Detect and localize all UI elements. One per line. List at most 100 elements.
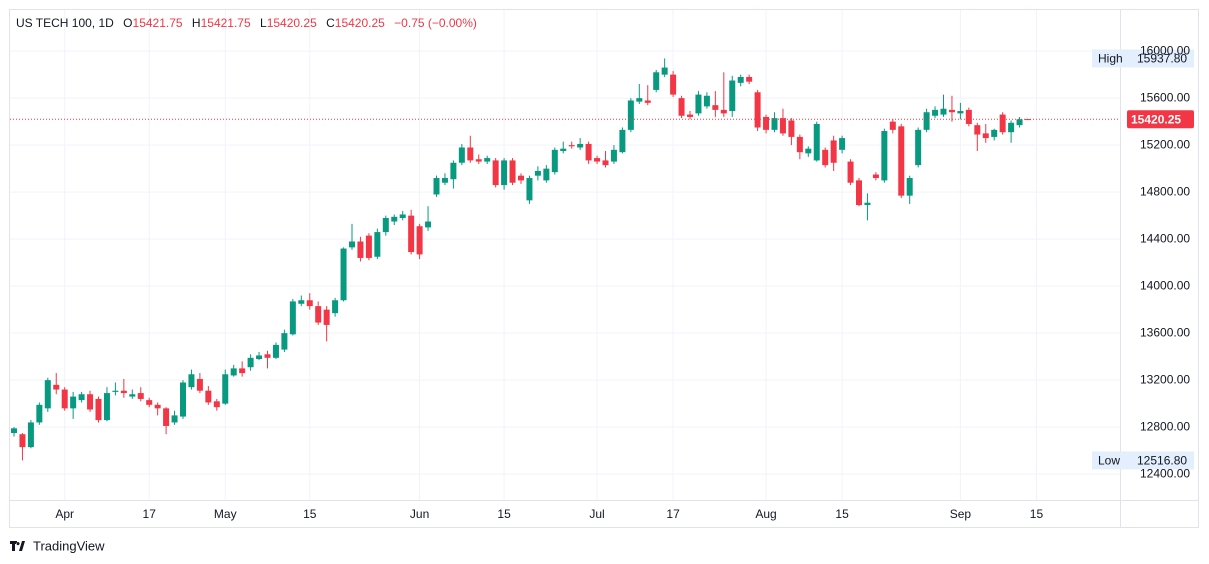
y-tick-label: 16000.00 [1140,43,1190,57]
candle-body [729,80,736,112]
candle-body [636,98,643,102]
x-tick-label: 15 [497,507,511,521]
y-tick-label: 15200.00 [1140,137,1190,151]
candle-body [518,175,524,181]
candle-body [475,159,482,162]
marker-tag [1092,451,1194,470]
x-tick-label: 15 [303,507,317,521]
y-tick-label: 14400.00 [1140,231,1190,245]
field-label: L [260,16,267,30]
candle-body [872,174,879,179]
candle-body [619,129,626,153]
candle-body [737,76,744,83]
overlay: 15420.25 High 15937.80 Low 12516.80 [10,49,1194,470]
candle-body [340,248,347,301]
x-tick-label: 17 [143,507,157,521]
symbol: US TECH 100, 1D [16,16,114,30]
candles [11,58,1031,461]
candle-body [163,408,170,426]
candle-body [610,149,617,162]
candle-body [19,434,26,448]
candle-body [856,180,862,206]
candle-body [923,112,930,130]
candle-body [720,109,727,114]
candle-body [425,221,432,228]
candle-body [180,382,186,417]
candle-body [982,133,989,139]
candle-body [70,396,77,409]
candle-body [95,398,102,421]
candle-body [915,129,922,166]
candle-body [678,98,685,116]
candle-body [779,118,786,134]
candle-body [230,368,237,376]
candle-body [213,401,220,408]
marker-name: High [1098,52,1123,66]
candle-body [560,148,567,152]
change: −0.75 (−0.00%) [394,16,477,30]
candle-body [289,301,296,335]
candle-body [467,147,474,161]
y-tick-label: 12400.00 [1140,466,1190,480]
candle-body [458,147,465,163]
candle-body [44,380,51,409]
field-value: 15421.75 [201,16,251,30]
last-price-tag [1127,110,1194,129]
candle-body [484,158,491,162]
candle-body [889,121,896,130]
candle-body [129,394,136,397]
candle-body [585,143,592,161]
candle-body [881,131,888,181]
field-label: C [326,16,335,30]
grid [10,10,1120,500]
y-tick-label: 14000.00 [1140,278,1190,292]
marker-value: 12516.80 [1137,454,1187,468]
candle-body [509,160,516,183]
field-value: 15420.25 [335,16,385,30]
x-tick-label: Jun [410,507,429,521]
candle-body [137,393,144,399]
candle-body [374,232,381,257]
candle-body [551,149,558,173]
candle-body [830,140,837,163]
candle-body [594,158,601,162]
candle-body [256,355,263,359]
candle-body [1016,119,1023,126]
x-tick-label: May [214,507,237,521]
x-tick-label: 15 [835,507,849,521]
x-tick-label: 15 [1030,507,1044,521]
candle-body [712,105,719,110]
candle-body [805,148,812,154]
candle-body [264,354,271,358]
candle-body [450,162,457,180]
candle-body [146,400,153,405]
candle-body [534,170,541,176]
candle-body [11,428,17,434]
candle-body [796,136,803,153]
field-value: 15421.75 [133,16,183,30]
candle-body [932,109,939,116]
candle-body [399,214,406,218]
candle-body [940,108,947,115]
candle-body [999,114,1006,133]
brand: TradingView [33,538,105,553]
candle-body [864,202,871,206]
candle-body [847,161,854,183]
x-tick-label: 17 [666,507,680,521]
y-tick-label: 13200.00 [1140,372,1190,386]
x-tick-label: Apr [55,507,74,521]
marker-tag [1092,49,1194,68]
candle-body [492,160,499,186]
candle-body [627,100,634,130]
y-tick-label: 13600.00 [1140,325,1190,339]
candle-body [543,168,550,181]
candle-body [27,422,34,448]
candle-body [349,241,355,248]
candle-body [526,178,533,201]
candle-body [661,67,668,75]
candle-body [222,374,229,404]
candle-body [991,129,998,137]
candle-body [703,95,710,107]
